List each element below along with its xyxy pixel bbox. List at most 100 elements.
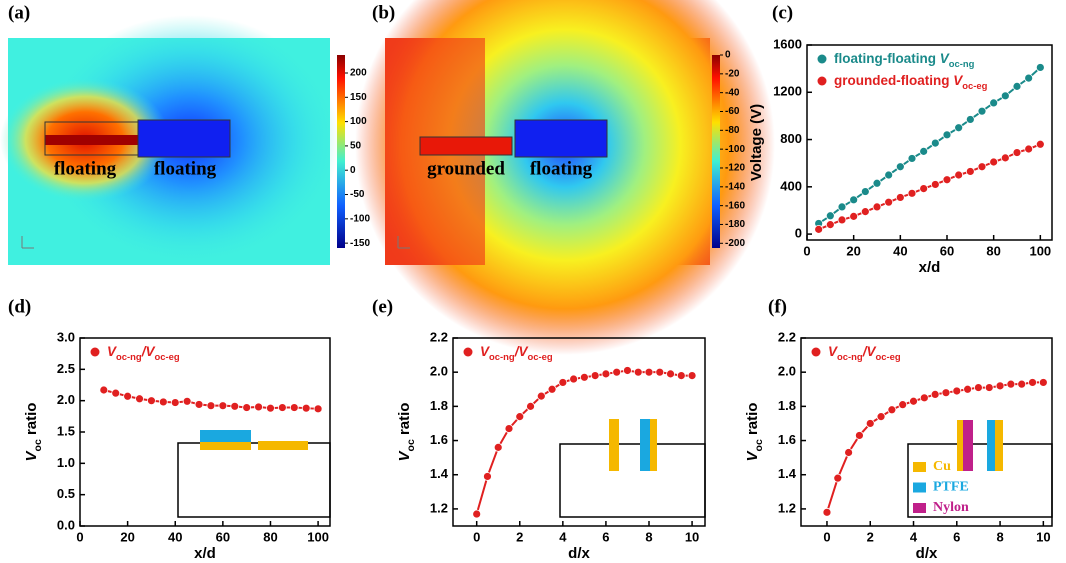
text-segment: /V xyxy=(514,344,529,359)
data-point xyxy=(547,384,557,394)
data-point xyxy=(865,419,875,428)
x-tick-label: 6 xyxy=(602,529,609,544)
legend-label: floating-floating Voc-ng xyxy=(834,51,975,70)
data-point xyxy=(1012,81,1022,91)
text-segment: V xyxy=(23,449,40,461)
colorbar-tick-label: -200 xyxy=(725,238,745,249)
data-point xyxy=(822,507,832,517)
data-point xyxy=(974,383,983,392)
colorbar-tick-label: -20 xyxy=(725,68,740,79)
y-tick-label: 2.5 xyxy=(57,361,75,376)
y-tick-label: 1.2 xyxy=(778,500,796,515)
inset-legend-label: Cu xyxy=(933,459,951,474)
text-segment: ratio xyxy=(396,403,413,440)
text-segment: oc-ng xyxy=(837,352,863,363)
y-tick-label: 1.2 xyxy=(430,500,448,515)
colorbar-tick-label: -150 xyxy=(350,238,370,249)
x-axis-label: d/x xyxy=(568,545,590,562)
data-point xyxy=(1038,378,1048,387)
data-point xyxy=(633,367,643,377)
y-tick-label: 2.2 xyxy=(430,329,448,344)
data-point xyxy=(666,369,675,379)
data-point xyxy=(526,401,535,411)
data-point xyxy=(849,195,859,205)
y-tick-label: 0 xyxy=(795,226,802,241)
colorbar-tick-label: 50 xyxy=(350,141,362,152)
x-tick-label: 8 xyxy=(645,529,652,544)
data-point xyxy=(277,403,287,412)
data-point xyxy=(1017,379,1027,389)
x-tick-label: 6 xyxy=(953,529,960,544)
x-tick-label: 0 xyxy=(76,529,83,544)
colorbar-tick-label: 0 xyxy=(350,165,356,176)
field-map-a xyxy=(0,15,340,265)
data-point xyxy=(536,391,546,401)
data-point xyxy=(930,138,940,148)
y-tick-label: 1.5 xyxy=(57,423,75,438)
text-segment: V xyxy=(940,51,950,66)
text-segment: oc-eg xyxy=(527,352,552,363)
panel-label: (e) xyxy=(372,296,393,317)
colorbar-tick-label: -160 xyxy=(725,200,745,211)
text-segment: V xyxy=(828,344,838,359)
data-point xyxy=(895,193,905,202)
y-tick-label: 1.0 xyxy=(57,455,75,470)
data-point xyxy=(289,403,299,412)
colorbar-tick-label: -120 xyxy=(725,163,745,174)
region-label: floating xyxy=(54,158,117,179)
data-point xyxy=(579,372,589,382)
data-point xyxy=(644,367,654,377)
data-point xyxy=(977,106,987,116)
data-point xyxy=(601,369,611,379)
data-point xyxy=(965,167,975,176)
y-tick-label: 2.0 xyxy=(778,364,796,379)
data-point xyxy=(954,123,964,133)
y-tick-label: 1.6 xyxy=(430,432,448,447)
plot-frame xyxy=(806,44,1053,241)
data-point xyxy=(206,401,216,411)
x-tick-label: 10 xyxy=(1036,529,1050,544)
data-point xyxy=(898,400,908,410)
data-point xyxy=(884,170,894,180)
colorbar-tick-label: -50 xyxy=(350,189,365,200)
data-point xyxy=(884,197,894,207)
text-segment: V xyxy=(396,449,413,461)
panel-label: (f) xyxy=(768,296,787,317)
data-point xyxy=(493,442,503,452)
data-point xyxy=(919,393,929,403)
text-segment: oc-eg xyxy=(154,352,179,363)
y-tick-label: 1.4 xyxy=(778,466,797,481)
text-segment: ratio xyxy=(744,403,761,440)
data-point xyxy=(1012,148,1022,157)
x-tick-label: 0 xyxy=(823,529,830,544)
y-tick-label: 1.4 xyxy=(430,466,449,481)
colorbar xyxy=(337,55,345,248)
data-point xyxy=(242,403,252,412)
colorbar-tick-label: 0 xyxy=(725,50,731,61)
plot-frame xyxy=(800,337,1053,527)
text-segment: oc-ng xyxy=(489,352,515,363)
data-point xyxy=(977,162,987,172)
legend-marker xyxy=(817,76,827,86)
data-point xyxy=(876,412,886,422)
text-segment: V xyxy=(953,73,963,88)
data-point xyxy=(855,431,864,440)
data-point xyxy=(860,207,870,217)
y-axis-label: Voc ratio xyxy=(744,403,765,462)
data-point xyxy=(954,170,964,180)
region-label: grounded xyxy=(427,158,505,179)
colorbar-tick-label: 150 xyxy=(350,92,367,103)
text-segment: oc-eg xyxy=(875,352,900,363)
inset-e xyxy=(559,419,706,518)
data-point xyxy=(1000,153,1010,163)
data-point xyxy=(687,371,697,381)
y-tick-label: 1.8 xyxy=(430,398,448,413)
data-point xyxy=(313,404,323,414)
x-axis-label: d/x xyxy=(916,545,938,562)
x-tick-label: 10 xyxy=(685,529,699,544)
legend-label: grounded-floating Voc-eg xyxy=(834,73,988,92)
y-tick-label: 3.0 xyxy=(57,329,75,344)
text-segment: oc xyxy=(405,439,417,451)
data-point xyxy=(989,98,999,108)
